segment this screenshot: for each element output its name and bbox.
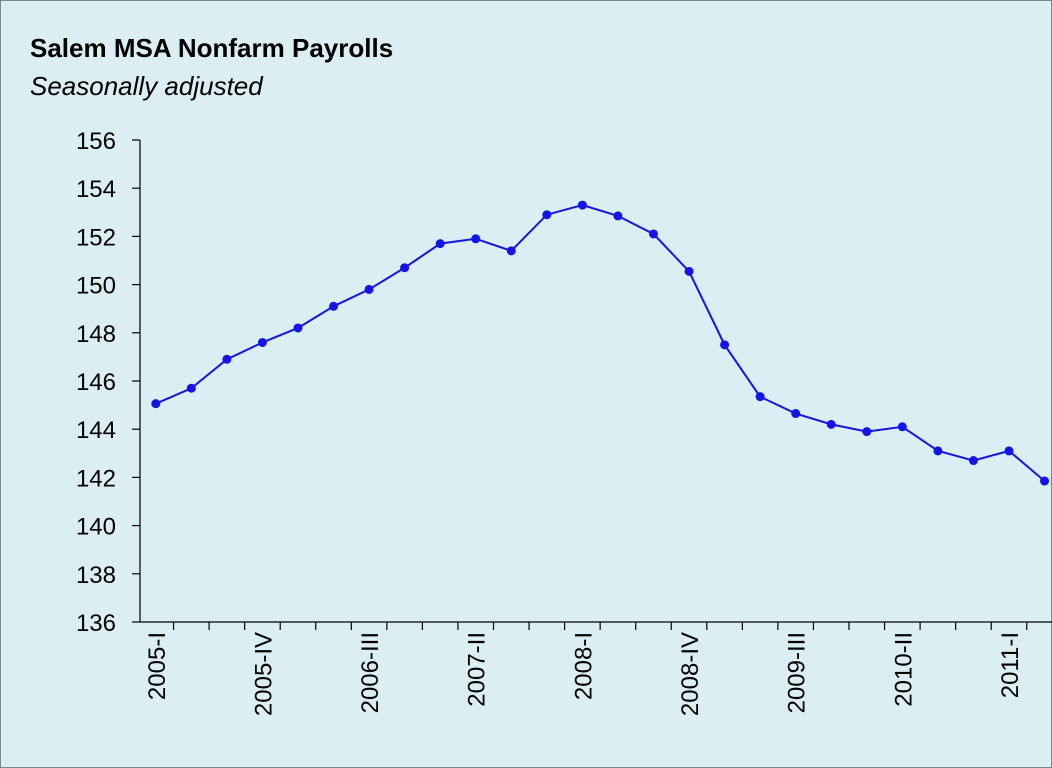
x-tick-label: 2005-IV [250,632,277,716]
marker [400,263,410,273]
x-tick-label: 2011-I [997,632,1024,698]
marker [435,239,445,249]
x-tick-label: 2008-I [570,632,597,700]
y-tick-label: 140 [76,514,116,541]
marker [151,399,161,409]
marker [293,323,303,333]
x-tick-label: 2006-III [357,632,384,713]
marker [542,210,552,220]
marker [968,456,978,466]
chart-title: Salem MSA Nonfarm Payrolls [30,33,393,63]
marker [471,234,481,244]
marker [364,284,374,294]
x-tick-label: 2008-IV [677,632,704,716]
marker [933,446,943,456]
y-tick-label: 148 [76,321,116,348]
marker [1004,446,1014,456]
marker [186,383,196,393]
y-tick-label: 150 [76,273,116,300]
chart-subtitle: Seasonally adjusted [30,71,264,101]
x-tick-label: 2010-II [890,632,917,707]
x-tick-label: 2009-III [784,632,811,713]
marker [720,340,730,350]
marker [826,419,836,429]
y-tick-label: 136 [76,610,116,637]
y-tick-label: 144 [76,417,116,444]
x-tick-label: 2005-I [144,632,171,700]
marker [791,409,801,419]
marker [1040,476,1050,486]
y-tick-label: 142 [76,465,116,492]
marker [257,337,267,347]
y-tick-label: 152 [76,224,116,251]
marker [897,422,907,432]
marker [755,392,765,402]
marker [577,200,587,210]
marker [613,211,623,221]
marker [862,427,872,437]
marker [648,229,658,239]
y-tick-label: 146 [76,369,116,396]
x-tick-label: 2007-II [464,632,491,707]
y-tick-label: 156 [76,128,116,155]
marker [222,354,232,364]
line [155,204,1046,482]
marker [506,246,516,256]
y-tick-label: 138 [76,562,116,589]
y-tick-label: 154 [76,176,116,203]
marker [329,301,339,311]
marker [684,266,694,276]
